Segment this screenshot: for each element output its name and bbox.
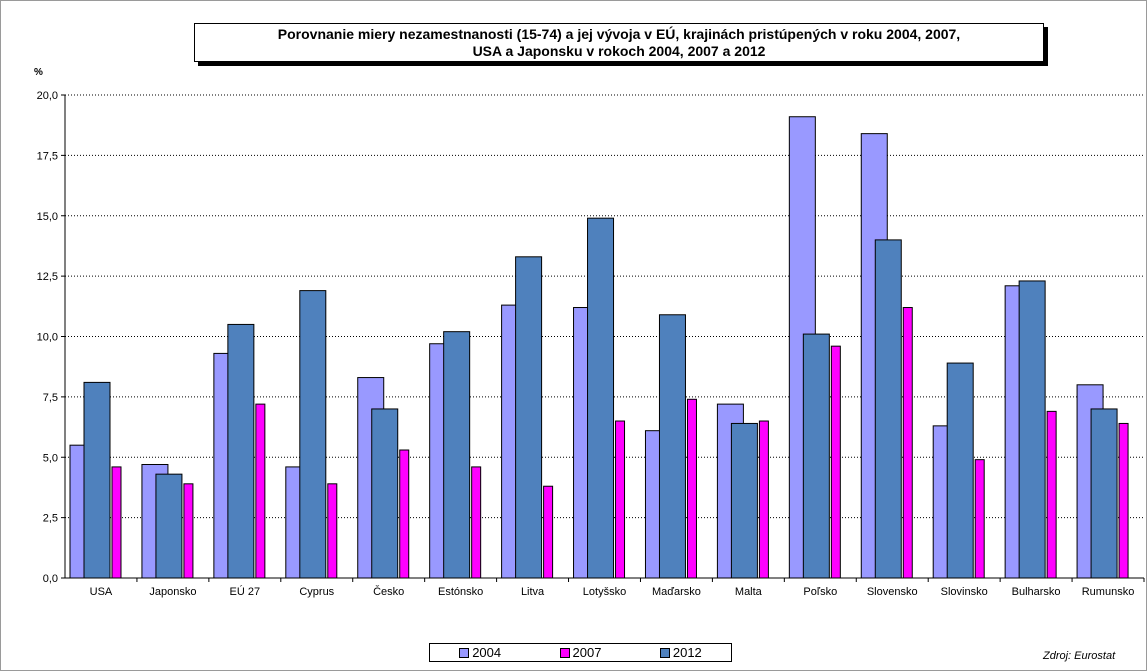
bar-2012-7	[587, 217, 615, 579]
x-category-label: Lotyšsko	[583, 586, 626, 598]
bar-2012-5	[443, 331, 471, 579]
x-category-label: Česko	[373, 585, 404, 598]
legend-swatch-2004	[459, 647, 470, 658]
x-category-label: Litva	[521, 586, 545, 598]
y-tick-label: 10,0	[37, 332, 58, 344]
chart-title-line-1: Porovnanie miery nezamestnanosti (15-74)…	[277, 26, 961, 42]
bar-2012-8	[658, 314, 686, 579]
bar-2007-5	[471, 466, 482, 579]
bar-2007-14	[1118, 422, 1129, 579]
legend-swatch-2007	[559, 647, 570, 658]
bar-2012-10	[802, 333, 830, 579]
y-tick-label: 12,5	[37, 271, 58, 283]
x-category-label: Poľsko	[803, 586, 837, 598]
legend-item-2007: 2007	[559, 645, 602, 660]
legend-label-2004: 2004	[472, 645, 502, 660]
y-tick-label: 17,5	[37, 150, 58, 162]
bar-2007-11	[902, 307, 913, 579]
x-category-label: Japonsko	[149, 586, 196, 598]
y-tick-label: 20,0	[37, 90, 58, 102]
bar-2007-4	[399, 449, 410, 579]
bar-2012-6	[515, 256, 543, 579]
bar-2012-2	[227, 323, 255, 579]
x-category-label: Slovinsko	[941, 586, 988, 598]
bar-2007-6	[543, 485, 554, 579]
y-tick-label: 7,5	[43, 392, 58, 404]
x-category-label: Estónsko	[438, 586, 483, 598]
bar-2012-13	[1018, 280, 1046, 579]
x-category-label: Maďarsko	[652, 586, 701, 598]
bar-2007-9	[758, 420, 769, 579]
legend-item-2012: 2012	[659, 645, 702, 660]
bar-2012-3	[299, 290, 327, 579]
bar-2012-12	[946, 362, 974, 579]
bar-2012-9	[730, 422, 758, 579]
x-category-label: Malta	[735, 586, 763, 598]
bar-2012-14	[1090, 408, 1118, 579]
bar-2012-4	[371, 408, 399, 579]
x-category-label: Bulharsko	[1012, 586, 1061, 598]
bar-2007-7	[615, 420, 626, 579]
bar-2007-12	[974, 459, 985, 579]
bar-2007-1	[183, 483, 194, 579]
y-tick-label: 0,0	[43, 573, 58, 585]
legend-swatch-2012	[659, 647, 670, 658]
bar-2012-11	[874, 239, 902, 579]
chart-title: Porovnanie miery nezamestnanosti (15-74)…	[194, 23, 1044, 62]
y-tick-label: 15,0	[37, 211, 58, 223]
bar-2012-1	[155, 473, 183, 579]
source-note: Zdroj: Eurostat	[1043, 650, 1116, 662]
bar-2012-0	[83, 381, 111, 579]
bar-2007-8	[686, 398, 697, 579]
y-tick-label: 5,0	[43, 452, 58, 464]
bar-2007-2	[255, 403, 266, 579]
y-tick-label: 2,5	[43, 513, 58, 525]
bar-2007-3	[327, 483, 338, 579]
bar-2007-0	[111, 466, 122, 579]
x-category-label: Slovensko	[867, 586, 918, 598]
legend-item-2004: 2004	[459, 645, 501, 660]
x-category-label: Rumunsko	[1082, 586, 1135, 598]
y-axis-unit: %	[34, 67, 43, 78]
x-category-label: EÚ 27	[230, 585, 261, 598]
legend: 2004 2007 2012	[429, 643, 732, 662]
x-category-label: USA	[90, 586, 113, 598]
chart-title-line-2: USA a Japonsku v rokoch 2004, 2007 a 201…	[472, 43, 766, 59]
bar-2007-13	[1046, 410, 1057, 579]
legend-label-2012: 2012	[672, 645, 702, 660]
bar-2007-10	[830, 345, 841, 579]
x-category-label: Cyprus	[299, 586, 334, 598]
legend-label-2007: 2007	[572, 645, 602, 660]
